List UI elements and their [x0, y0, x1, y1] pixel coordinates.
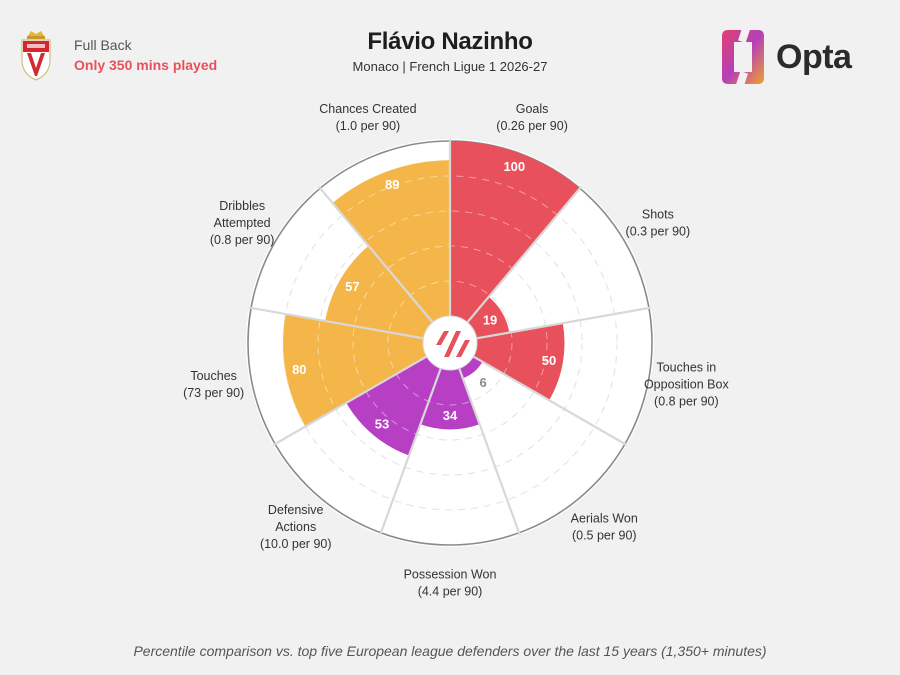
radar-divider	[449, 306, 652, 345]
value-label-aerials-won: 6	[479, 375, 486, 390]
value-label-chances-created: 89	[385, 177, 399, 192]
metric-label-line: Dribbles	[219, 199, 265, 213]
value-label-dribbles-attempted: 57	[345, 279, 359, 294]
metric-label-line: Actions	[275, 520, 316, 534]
radar-divider	[448, 342, 521, 536]
metric-label-line: Opposition Box	[644, 378, 730, 392]
metric-label-line: Attempted	[214, 216, 271, 230]
value-label-possession-won: 34	[443, 408, 458, 423]
wedge-defensive-actions	[346, 343, 450, 456]
value-label-shots: 19	[483, 312, 497, 327]
value-label-touches: 80	[292, 362, 306, 377]
player-info: Full Back Only 350 mins played	[18, 28, 217, 82]
metric-label-line: (0.5 per 90)	[572, 528, 637, 542]
page-title: Flávio Nazinho	[367, 28, 533, 55]
metric-label-line: (0.8 per 90)	[210, 233, 275, 247]
radar-ring-overlay	[317, 210, 583, 476]
metric-label-goals: Goals (0.26 per 90)	[496, 102, 568, 133]
metric-label-possession-won: Possession Won (4.4 per 90)	[404, 568, 497, 599]
metric-label-touches-in-opposition-box: Touches in Opposition Box (0.8 per 90)	[644, 361, 730, 409]
player-position: Full Back	[74, 37, 132, 53]
opta-logo: Opta	[720, 28, 852, 86]
page-subtitle: Monaco | French Ligue 1 2026-27	[352, 59, 548, 74]
metric-label-line: Touches	[190, 369, 237, 383]
wedge-touches	[283, 314, 450, 427]
metric-label-line: (0.8 per 90)	[654, 395, 719, 409]
metric-label-touches: Touches (73 per 90)	[183, 369, 244, 400]
wedge-possession-won	[420, 343, 480, 430]
metric-label-chances-created: Chances Created (1.0 per 90)	[319, 102, 416, 133]
metric-label-dribbles-attempted: Dribbles Attempted (0.8 per 90)	[210, 199, 275, 247]
metric-label-line: Chances Created	[319, 102, 416, 116]
metric-label-shots: Shots (0.3 per 90)	[626, 208, 691, 239]
radar-divider	[248, 306, 451, 345]
metric-label-line: Shots	[642, 208, 674, 222]
value-label-goals: 100	[503, 159, 525, 174]
metric-label-line: (0.26 per 90)	[496, 119, 568, 133]
value-label-touches-in-opposition-box: 50	[542, 353, 556, 368]
metric-label-line: Touches in	[656, 361, 716, 375]
radar-divider	[449, 342, 628, 446]
metric-label-line: (4.4 per 90)	[418, 585, 483, 599]
metric-label-line: (10.0 per 90)	[260, 537, 332, 551]
radar-dividers	[248, 139, 652, 536]
metric-label-line: Defensive	[268, 503, 324, 517]
radar-divider	[449, 186, 582, 344]
metric-labels: Goals (0.26 per 90) Shots (0.3 per 90) Touch…	[183, 102, 729, 599]
radar-divider	[379, 342, 452, 536]
center-logo	[422, 315, 478, 371]
brand-name: Opta	[776, 37, 852, 76]
metric-label-line: Goals	[516, 102, 549, 116]
metric-label-line: (73 per 90)	[183, 386, 244, 400]
wedge-dribbles-attempted	[325, 245, 450, 343]
metric-label-aerials-won: Aerials Won (0.5 per 90)	[571, 511, 638, 542]
metric-label-line: Possession Won	[404, 568, 497, 582]
opta-logo-icon	[722, 28, 764, 86]
radar-divider	[318, 186, 451, 344]
metric-label-line: Aerials Won	[571, 511, 638, 525]
wedge-goals	[450, 141, 580, 343]
minutes-note: Only 350 mins played	[74, 57, 218, 73]
opta-center-icon	[436, 331, 470, 357]
value-label-defensive-actions: 53	[375, 417, 389, 432]
radar-ring	[317, 210, 583, 476]
title-block: Flávio Nazinho Monaco | French Ligue 1 2…	[0, 28, 900, 74]
metric-label-defensive-actions: Defensive Actions (10.0 per 90)	[260, 503, 332, 551]
footnote: Percentile comparison vs. top five Europ…	[133, 643, 767, 659]
metric-label-line: (1.0 per 90)	[336, 119, 401, 133]
radar-values: 100 19 50 6 34 53 80 57 89	[292, 159, 556, 432]
radar-divider	[272, 342, 451, 446]
monaco-crest-icon	[21, 31, 51, 81]
wedge-touches-in-opposition-box	[450, 323, 565, 401]
metric-label-line: (0.3 per 90)	[626, 225, 691, 239]
wedge-chances-created	[332, 160, 450, 343]
